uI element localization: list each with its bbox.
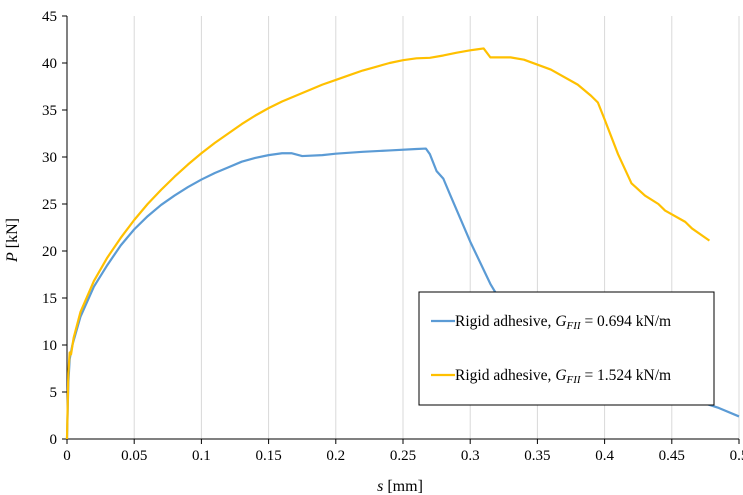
gridlines [133, 16, 740, 439]
x-axis-title: s [mm] [377, 478, 423, 495]
y-tick-label: 5 [50, 385, 58, 401]
y-axis-variable: P [4, 252, 21, 263]
legend-prefix-0: Rigid adhesive, [455, 313, 555, 330]
y-tick-label: 25 [42, 197, 57, 213]
y-tick-label: 30 [42, 150, 57, 166]
x-tick-label: 0.5 [730, 448, 743, 464]
y-axis-unit: [kN] [4, 218, 21, 252]
y-tick-label: 20 [42, 244, 57, 260]
x-axis-variable: s [377, 478, 383, 495]
tick-labels: 0 0.05 0.1 0.15 0.2 0.25 0.3 0.35 0.4 0.45 0.5 0 5 10… [42, 9, 743, 464]
y-tick-label: 35 [42, 103, 57, 119]
x-tick-label: 0 [63, 448, 71, 464]
x-tick-label: 0.2 [326, 448, 345, 464]
legend-prefix-1: Rigid adhesive, [455, 367, 555, 384]
y-tick-label: 10 [42, 338, 57, 354]
legend-subscript-1: FII [566, 374, 582, 386]
legend-subscript-0: FII [566, 320, 582, 332]
y-tick-label: 40 [42, 56, 57, 72]
x-tick-label: 0.1 [192, 448, 211, 464]
legend-symbol-1: G [555, 367, 566, 384]
legend: Rigid adhesive, GFII = 0.694 kN/m Rigid … [418, 291, 715, 406]
y-tick-label: 0 [50, 432, 58, 448]
legend-value-1: = 1.524 kN/m [581, 367, 672, 384]
axes [62, 15, 740, 444]
series-line-1 [65, 47, 711, 440]
x-axis-unit: [mm] [383, 478, 423, 495]
y-axis-title: P [kN] [4, 218, 21, 263]
x-tick-label: 0.4 [595, 448, 614, 464]
legend-label-1: Rigid adhesive, GFII = 1.524 kN/m [455, 367, 671, 386]
x-tick-label: 0.35 [524, 448, 550, 464]
x-tick-label: 0.45 [659, 448, 685, 464]
x-tick-label: 0.25 [390, 448, 416, 464]
legend-value-0: = 0.694 kN/m [581, 313, 672, 330]
y-tick-label: 45 [42, 9, 57, 25]
x-tick-label: 0.15 [255, 448, 281, 464]
legend-symbol-0: G [555, 313, 566, 330]
x-tick-label: 0.3 [461, 448, 480, 464]
legend-label-0: Rigid adhesive, GFII = 0.694 kN/m [455, 313, 671, 332]
legend-box [418, 291, 715, 406]
y-tick-label: 15 [42, 291, 57, 307]
x-tick-label: 0.05 [121, 448, 147, 464]
